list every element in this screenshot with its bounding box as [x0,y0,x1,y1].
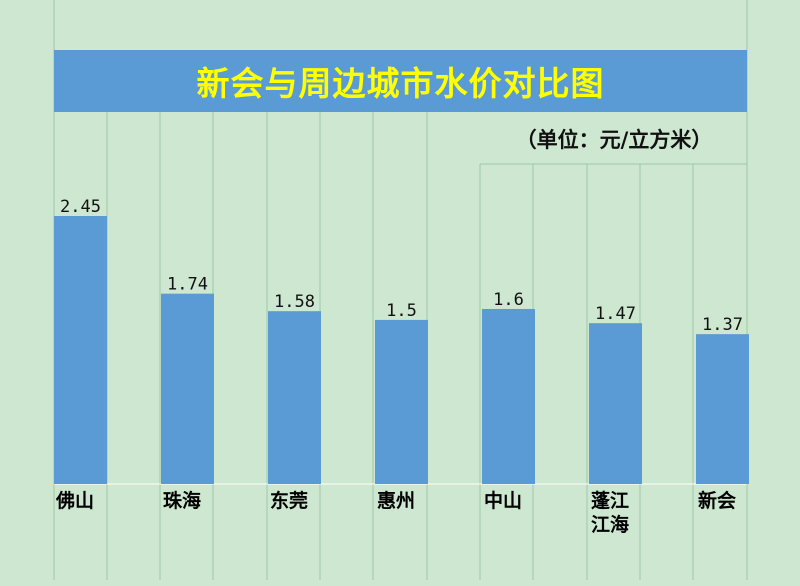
unit-label: （单位：元/立方米） [515,128,713,152]
category-label: 蓬江 [591,490,629,512]
bar [54,216,107,484]
data-label: 1.6 [493,290,524,310]
bar [589,323,642,484]
chart-title: 新会与周边城市水价对比图 [196,64,605,103]
category-label: 佛山 [55,489,94,512]
data-label: 2.45 [60,197,101,217]
bar [161,293,214,484]
data-label: 1.58 [274,292,315,312]
bar [268,311,321,484]
bars-layer [54,216,749,484]
bar [696,334,749,484]
category-label: 东莞 [270,489,308,512]
data-label: 1.37 [702,315,743,335]
data-label: 1.5 [386,301,417,321]
category-label: 珠海 [163,489,201,512]
data-label: 1.74 [167,275,208,295]
category-label: 中山 [484,489,522,512]
title-bar: 新会与周边城市水价对比图 [54,50,747,112]
bar [375,319,428,484]
category-label: 惠州 [377,490,415,512]
data-label: 1.47 [595,304,636,324]
category-label: 新会 [698,489,736,512]
bar [482,308,535,484]
category-label: 江海 [591,513,629,536]
